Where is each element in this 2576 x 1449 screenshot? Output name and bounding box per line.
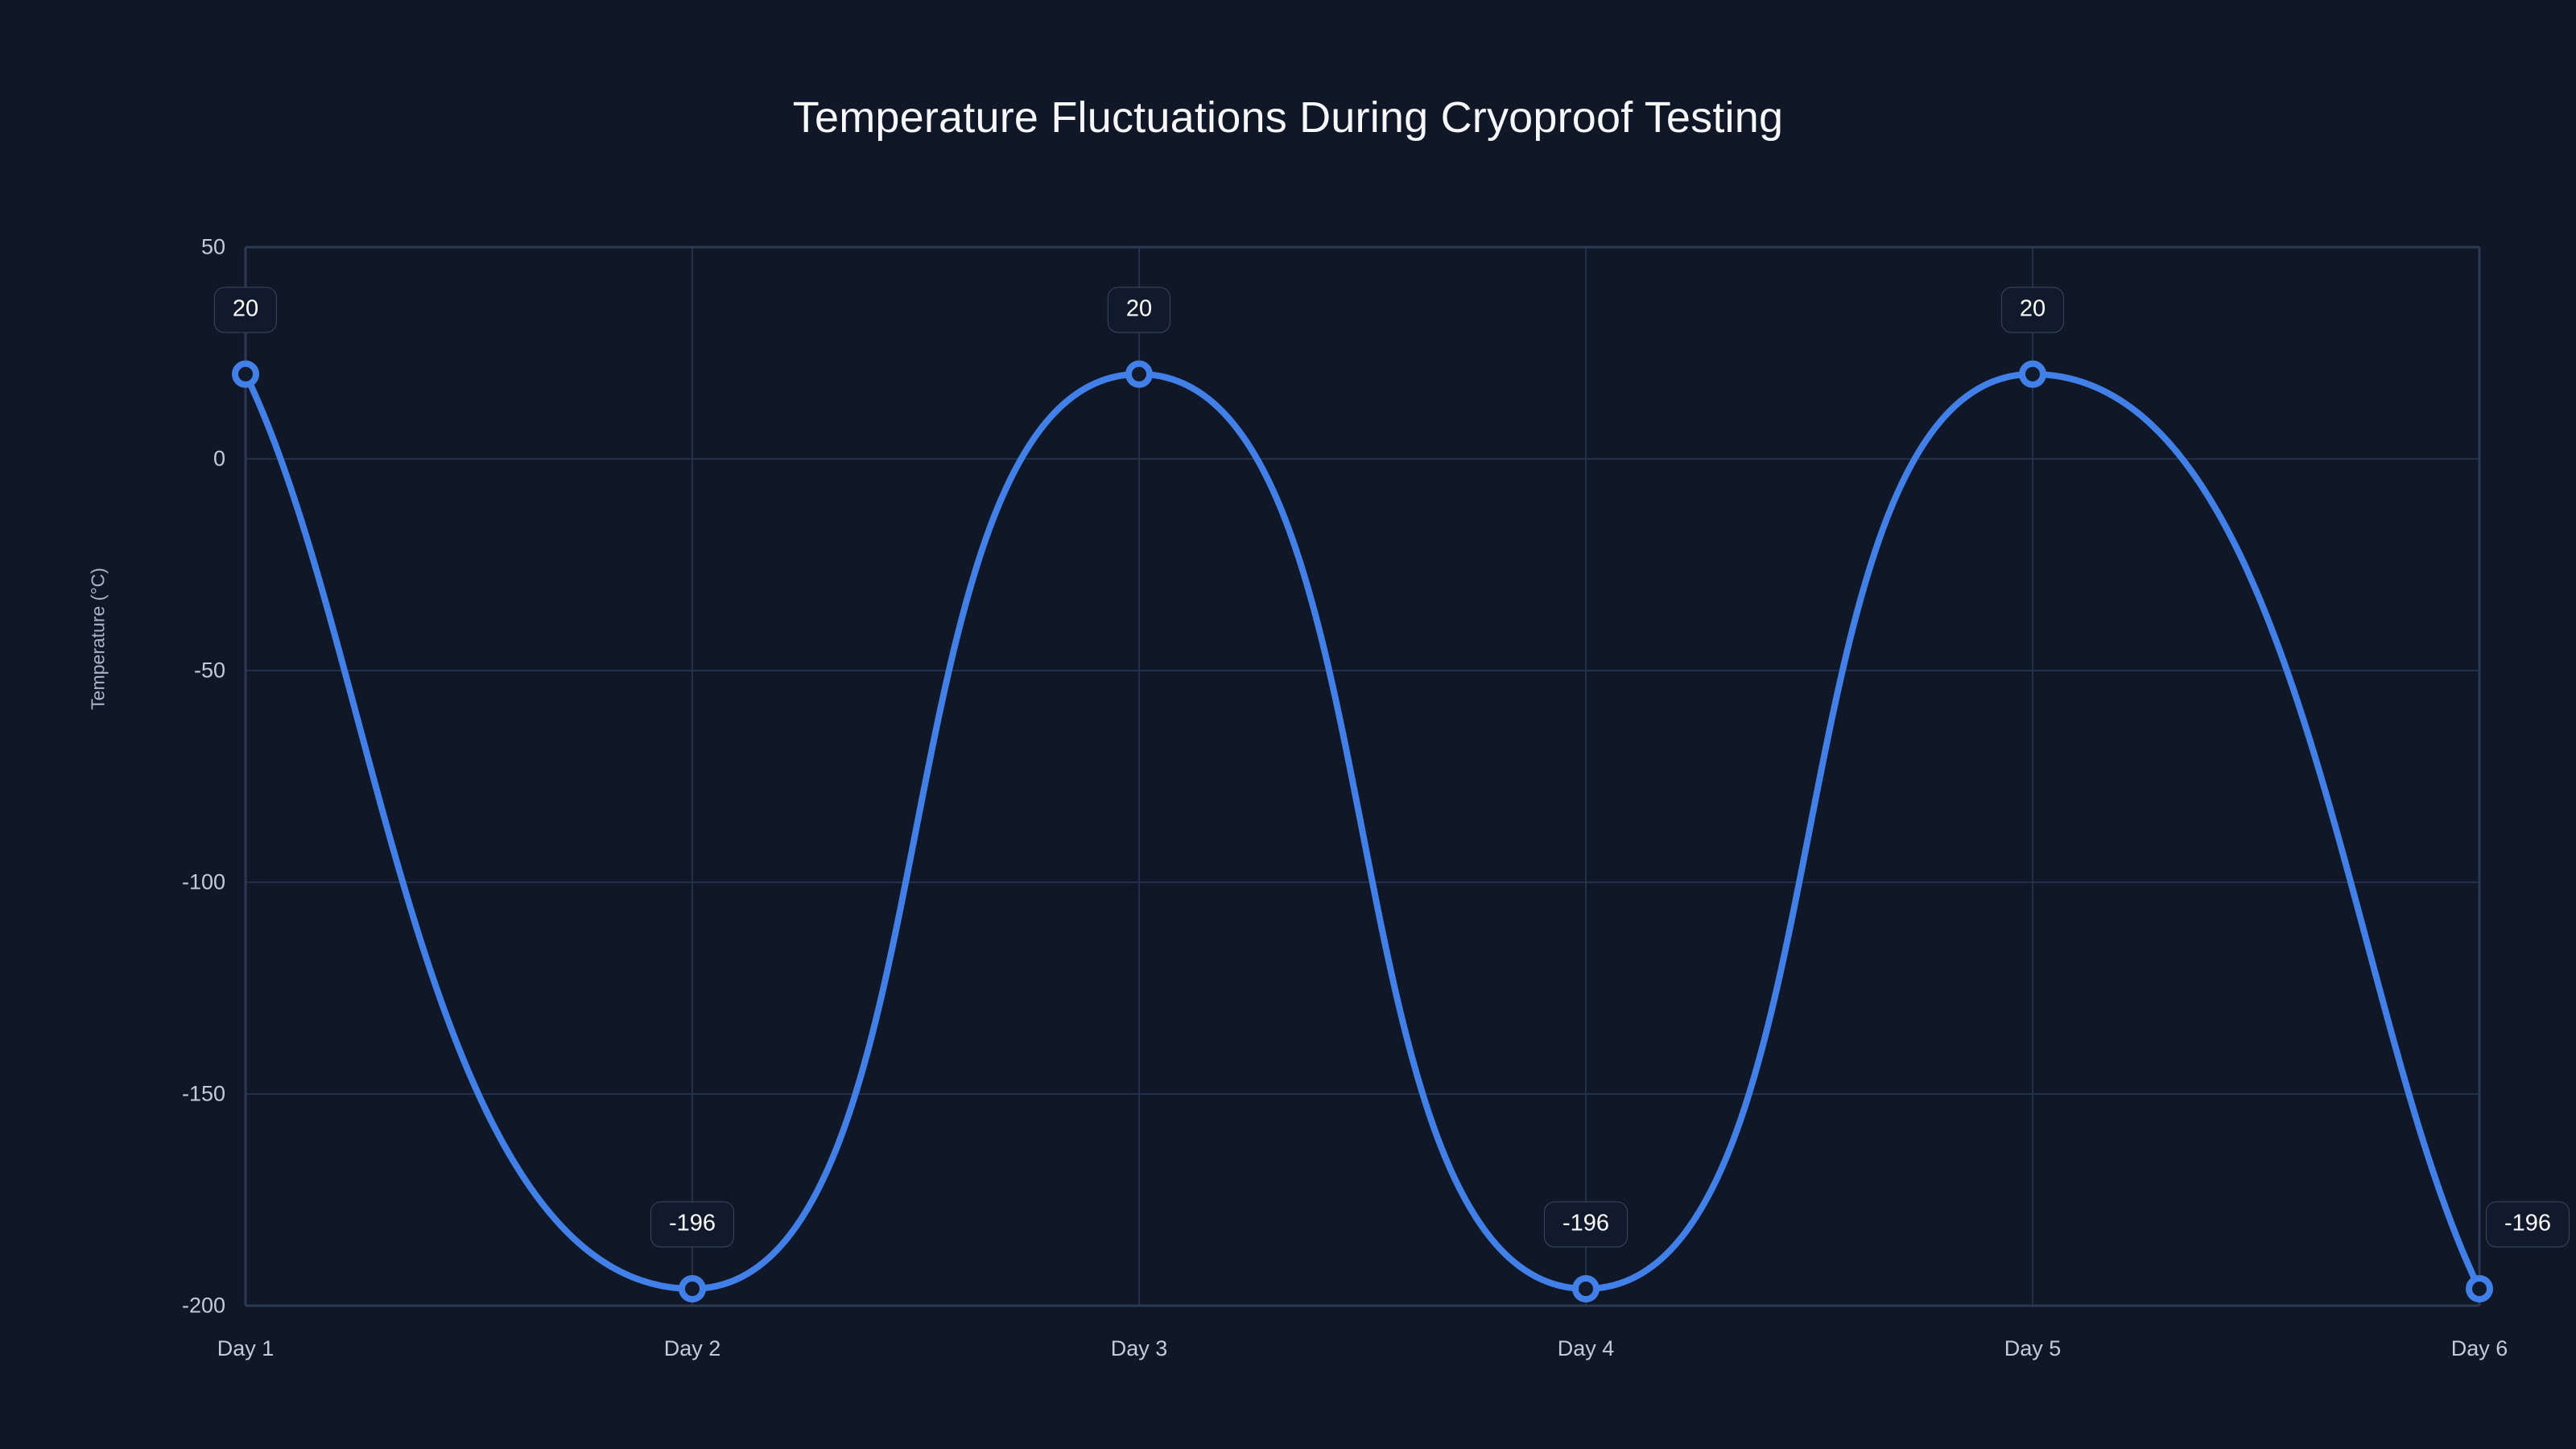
chart-title: Temperature Fluctuations During Cryoproo… [792,93,1784,142]
data-point-value-label: -196 [1543,1201,1629,1248]
x-axis-tick-label: Day 3 [1110,1336,1168,1360]
data-point-marker[interactable] [1572,1274,1600,1302]
y-axis-tick-label: 50 [200,234,225,259]
y-axis-tick-label: -200 [181,1293,225,1318]
y-axis-tick-label: -100 [181,869,225,894]
series-layer [242,370,2483,1292]
data-point-value-label: -196 [650,1201,735,1248]
data-point-markers [232,360,2493,1302]
x-axis-tick-label: Day 6 [2450,1336,2508,1360]
axis-lines [244,246,2481,1307]
data-point-value-label: 20 [2000,287,2065,333]
x-axis-tick-label: Day 4 [1557,1336,1615,1360]
data-point-value-label: 20 [1107,287,1171,333]
data-point-value-label: 20 [213,287,278,333]
data-point-marker[interactable] [679,1274,706,1302]
gridlines [245,246,2480,1307]
x-axis-tick-label: Day 1 [217,1336,275,1360]
x-axis-tick-label: Day 2 [663,1336,721,1360]
series-line-temperature [242,370,2483,1292]
y-axis-tick-label: 0 [213,446,225,471]
x-axis-tick-label: Day 5 [2004,1336,2062,1360]
data-point-value-label: -196 [2485,1201,2570,1248]
y-axis-tick-label: -50 [193,658,225,683]
data-point-marker[interactable] [232,360,259,388]
data-point-marker[interactable] [1125,360,1153,388]
data-point-marker[interactable] [2466,1274,2493,1302]
y-axis-tick-label: -150 [181,1081,225,1106]
data-point-marker[interactable] [2019,360,2046,388]
